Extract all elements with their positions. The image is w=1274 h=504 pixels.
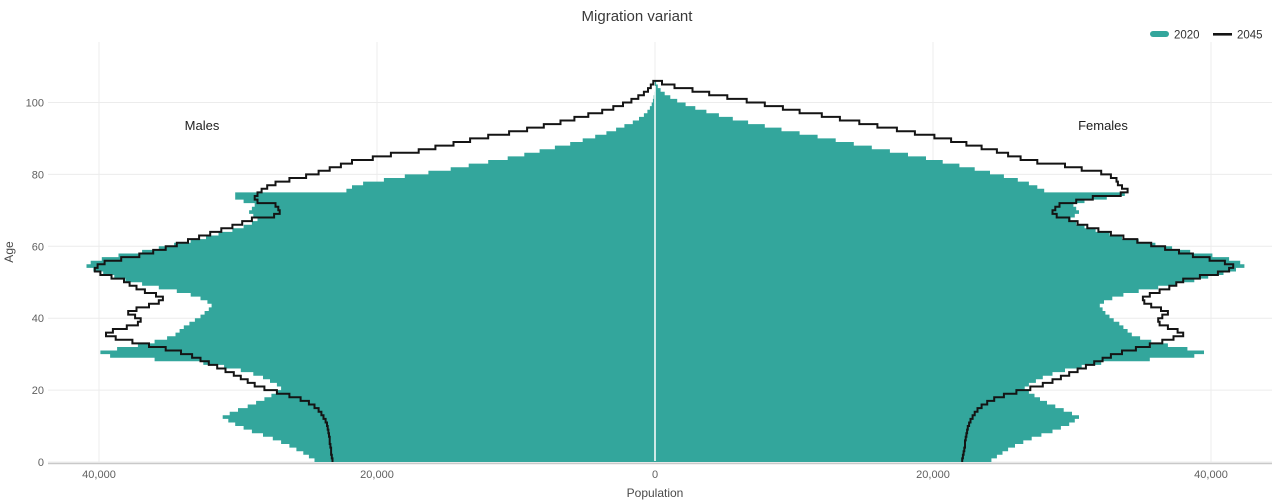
females-label: Females xyxy=(1078,118,1128,133)
x-tick-label: 40,000 xyxy=(1194,469,1228,481)
x-tick-label: 40,000 xyxy=(82,469,116,481)
series-2045-line xyxy=(93,79,1235,462)
y-tick-label: 80 xyxy=(32,169,44,181)
y-tick-label: 40 xyxy=(32,313,44,325)
y-tick-label: 100 xyxy=(26,97,44,109)
y-tick-label: 20 xyxy=(32,385,44,397)
series-2020-area-females xyxy=(655,80,1245,463)
chart-title: Migration variant xyxy=(582,8,694,25)
legend-2045-label[interactable]: 2045 xyxy=(1237,30,1263,42)
series-2020-area-males xyxy=(86,80,655,463)
y-tick-label: 0 xyxy=(38,457,44,469)
y-axis-title: Age xyxy=(2,241,16,263)
legend-2020-swatch[interactable] xyxy=(1150,31,1169,37)
series-layer xyxy=(86,79,1245,463)
x-tick-label: 20,000 xyxy=(360,469,394,481)
legend-2020-label[interactable]: 2020 xyxy=(1174,30,1200,42)
x-tick-label: 0 xyxy=(652,469,658,481)
axis-ticks: 0 20 40 60 80 100 40,000 20,000 0 20,000 40,000 xyxy=(26,97,1272,481)
y-tick-label: 60 xyxy=(32,241,44,253)
males-label: Males xyxy=(185,118,220,133)
legend: 2020 2045 xyxy=(1150,30,1263,42)
x-tick-label: 20,000 xyxy=(916,469,950,481)
x-axis-title: Population xyxy=(627,486,684,500)
legend-2045-swatch[interactable] xyxy=(1213,33,1232,36)
